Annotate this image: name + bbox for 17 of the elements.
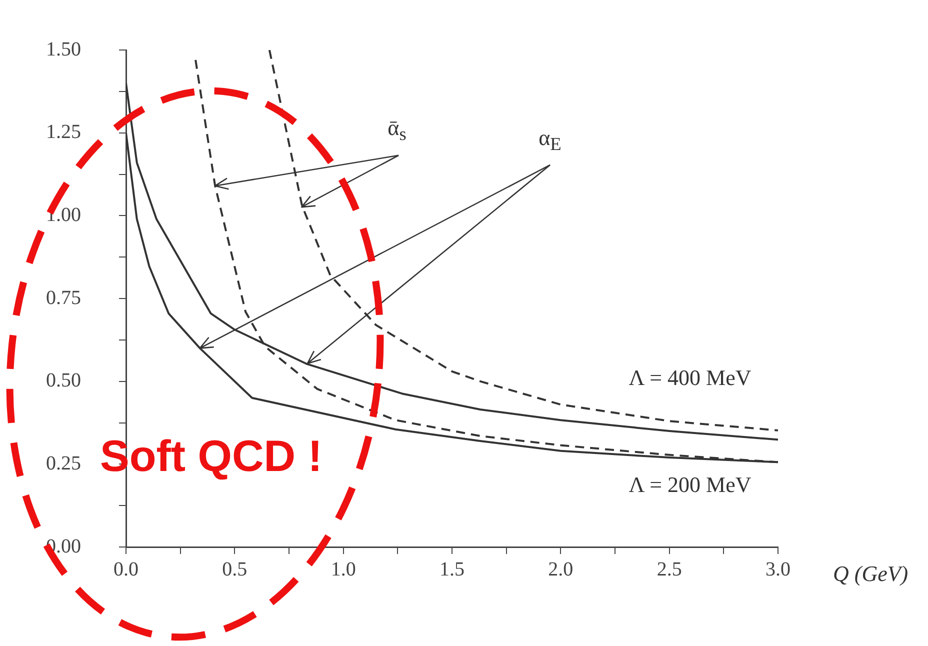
y-tick-label: 0.75 xyxy=(46,286,81,309)
x-tick-label: 1.0 xyxy=(330,558,356,580)
annotation: Λ = 400 MeV xyxy=(628,365,752,391)
x-axis-title: Q (GeV) xyxy=(833,560,908,586)
x-tick-label: 2.5 xyxy=(656,558,682,580)
y-tick-label: 1.50 xyxy=(46,38,81,60)
x-tick-label: 2.0 xyxy=(548,558,574,580)
y-tick-label: 1.25 xyxy=(46,121,81,144)
annotation: α$_{E}$ xyxy=(538,124,562,156)
x-tick-label: 0.0 xyxy=(114,558,138,580)
x-tick-label: 1.5 xyxy=(440,558,464,580)
annotation: Λ = 200 MeV xyxy=(628,472,752,498)
y-tick-label: 0.25 xyxy=(46,452,81,474)
x-tick-label: 0.5 xyxy=(222,558,248,580)
annotation: ᾱ$_{s}$ xyxy=(388,114,406,146)
y-tick-label: 0.50 xyxy=(46,370,81,392)
x-tick-label: 3.0 xyxy=(766,558,790,580)
